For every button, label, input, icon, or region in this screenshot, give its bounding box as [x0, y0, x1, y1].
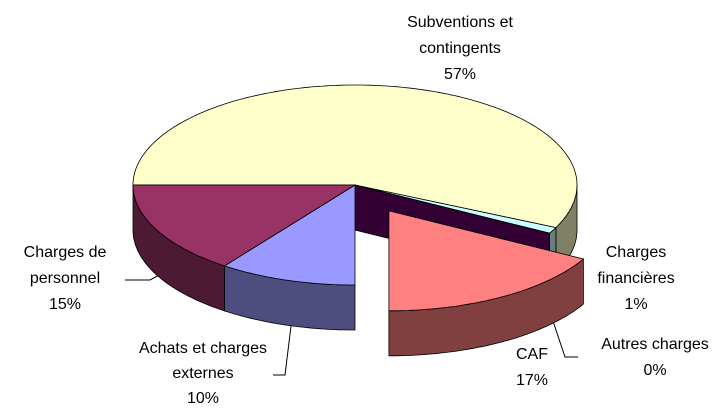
slice [132, 84, 578, 229]
category-label: Autres charges [601, 336, 709, 353]
slice-label: Subventions et contingents 57% [395, 10, 525, 88]
slice-label: CAF 17% [497, 342, 567, 394]
value-label: 15% [48, 296, 82, 313]
leader-line [551, 317, 578, 358]
slice [354, 184, 550, 234]
slice-label: Achats et charges externes 10% [123, 336, 283, 411]
slice-label: Charges financières 1% [586, 240, 686, 318]
category-label: Achats et charges externes [138, 340, 268, 382]
value-label: 1% [624, 296, 648, 313]
slice [132, 184, 357, 267]
slice-label: Autres charges 0% [580, 332, 726, 384]
slice-label: Charges de personnel 15% [5, 240, 125, 318]
category-label: CAF [516, 346, 548, 363]
category-label: Charges de personnel [23, 244, 107, 287]
value-label: 10% [186, 390, 220, 407]
value-label: 0% [643, 362, 667, 379]
leader-line [273, 317, 293, 376]
category-label: Subventions et contingents [407, 14, 513, 57]
value-label: 17% [515, 372, 549, 389]
value-label: 57% [443, 66, 477, 83]
slice [388, 210, 585, 312]
slice [223, 184, 356, 286]
category-label: Charges financières [597, 244, 675, 287]
